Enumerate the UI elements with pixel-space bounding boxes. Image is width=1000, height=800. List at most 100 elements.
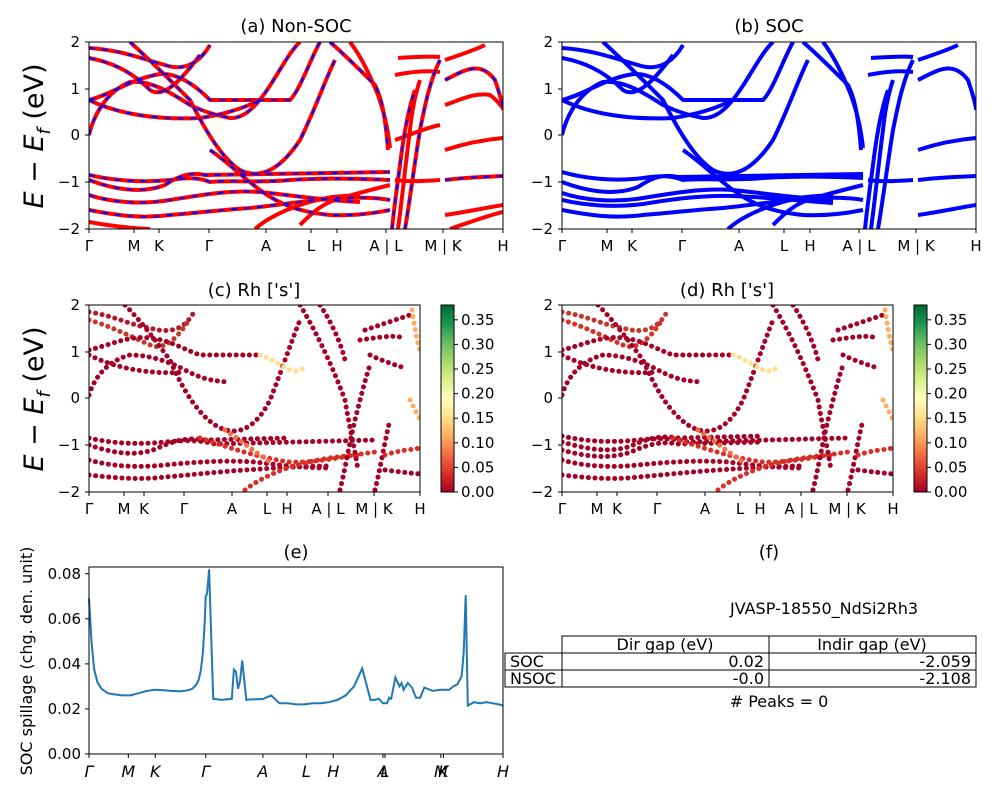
- projected-band: [562, 334, 736, 358]
- panel-d-title: (d) Rh ['s']: [680, 280, 774, 301]
- band-line: [89, 196, 391, 218]
- panel-e-yticks: 0.00 0.02 0.04 0.06 0.08: [48, 565, 89, 763]
- panel-e-title: (e): [283, 542, 308, 563]
- colorbar-tick-label: 0.00: [461, 483, 494, 501]
- band-line: [348, 42, 392, 149]
- panel-f: (f) JVASP-18550_NdSi2Rh3 Dir gap (eV) In…: [504, 542, 977, 711]
- x-tick-label: Γ: [180, 500, 189, 518]
- colorbar-tick-label: 0.10: [934, 434, 967, 452]
- x-tick-label: K: [150, 762, 162, 781]
- panel-e-plot: [88, 569, 504, 708]
- band-line: [917, 174, 976, 182]
- band-line: [209, 149, 391, 217]
- projected-band: [562, 315, 666, 350]
- x-tick-label: Γ: [653, 500, 662, 518]
- band-line: [562, 98, 734, 121]
- projected-band: [562, 352, 706, 398]
- projected-band: [595, 305, 776, 434]
- x-tick-label: M | K: [897, 237, 936, 255]
- band-line: [89, 99, 261, 120]
- cell-nsoc-dir: -0.0: [733, 669, 764, 688]
- colorbar-tick-label: 0.35: [461, 311, 494, 329]
- projected-band: [855, 445, 893, 458]
- panel-b-xticks: Γ M K Γ A L H A | L M | K H: [558, 229, 982, 255]
- panel-c-yticks: 2 1 0 −1 −2: [58, 296, 89, 501]
- panel-d-yticks: 2 1 0 −1 −2: [531, 296, 562, 501]
- panel-b-yticks: 2 1 0 −1 −2: [531, 33, 562, 238]
- band-line: [876, 59, 915, 229]
- projected-band: [297, 305, 361, 473]
- band-line: [562, 172, 864, 194]
- x-tick-label: K: [612, 500, 623, 518]
- band-line: [89, 174, 391, 184]
- band-line: [394, 178, 441, 184]
- y-tick-label: 0: [70, 126, 80, 144]
- colorbar-tick-label: 0.15: [461, 409, 494, 427]
- cell-soc-indir: -2.059: [919, 652, 971, 671]
- col-header-indir: Indir gap (eV): [817, 635, 927, 654]
- x-tick-label: H: [327, 762, 339, 781]
- x-tick-label: L: [307, 237, 316, 255]
- x-tick-label: M: [434, 762, 448, 781]
- panel-a-xticks: Γ M K Γ A L H A | L M | K H: [85, 229, 509, 255]
- colorbar-c-gradient: [440, 304, 455, 493]
- y-tick-label: −2: [58, 483, 80, 501]
- projected-band: [197, 435, 378, 465]
- band-line: [867, 69, 914, 77]
- ylabel-sub: f: [34, 389, 55, 398]
- band-ylabel-middle: E − Ef (eV): [19, 327, 55, 472]
- x-tick-label: A: [227, 500, 238, 518]
- band-line: [397, 54, 441, 60]
- projected-band: [357, 333, 403, 343]
- colorbar-tick-label: 0.15: [934, 409, 967, 427]
- x-tick-label: M: [128, 237, 141, 255]
- projected-band: [670, 435, 851, 465]
- peaks-text: # Peaks = 0: [730, 692, 829, 711]
- band-line: [89, 220, 151, 229]
- projected-band: [730, 352, 781, 374]
- panel-e-axes-frame: [88, 566, 504, 755]
- colorbar-tick-label: 0.30: [934, 335, 967, 353]
- projected-band: [845, 417, 866, 492]
- band-ylabel-top: E − Ef (eV): [19, 64, 55, 209]
- band-line: [89, 44, 211, 69]
- x-tick-label: A | L: [369, 237, 403, 255]
- x-tick-label: K: [154, 237, 165, 255]
- band-line: [444, 136, 503, 152]
- projected-band: [362, 312, 413, 333]
- y-tick-label: −1: [58, 173, 80, 191]
- band-line: [449, 210, 503, 229]
- panel-b: (b) SOC: [531, 16, 982, 255]
- x-tick-label: A | L: [842, 237, 876, 255]
- x-tick-label: M: [601, 237, 614, 255]
- x-tick-label: Γ: [558, 500, 567, 518]
- band-line: [869, 79, 895, 229]
- projected-band: [242, 452, 363, 492]
- panel-d-xticks: Γ M K Γ A L H A | L M | K H: [558, 492, 899, 518]
- band-line: [444, 203, 503, 217]
- panel-c-title: (c) Rh ['s']: [208, 280, 301, 301]
- projected-band: [715, 452, 836, 492]
- colorbar-tick-label: 0.00: [934, 483, 967, 501]
- band-line: [129, 42, 336, 175]
- projected-band: [122, 305, 303, 434]
- x-tick-label: M: [121, 762, 135, 781]
- band-line: [89, 190, 361, 204]
- y-tick-label: 1: [543, 80, 553, 98]
- x-tick-label: L: [736, 500, 745, 518]
- projected-band: [880, 397, 893, 423]
- panel-c-xticks: Γ M K Γ A L H A | L M | K H: [85, 492, 426, 518]
- y-tick-label: 1: [70, 80, 80, 98]
- projected-band: [840, 352, 881, 371]
- band-line: [771, 183, 864, 227]
- panel-d-projected-bands: [562, 305, 893, 492]
- projected-band: [770, 305, 834, 473]
- band-line: [562, 42, 775, 136]
- x-tick-label: H: [497, 762, 509, 781]
- band-line: [917, 203, 976, 217]
- x-tick-label: L: [780, 237, 789, 255]
- projected-band: [89, 315, 193, 350]
- band-line: [89, 42, 321, 101]
- colorbar-tick-label: 0.35: [934, 311, 967, 329]
